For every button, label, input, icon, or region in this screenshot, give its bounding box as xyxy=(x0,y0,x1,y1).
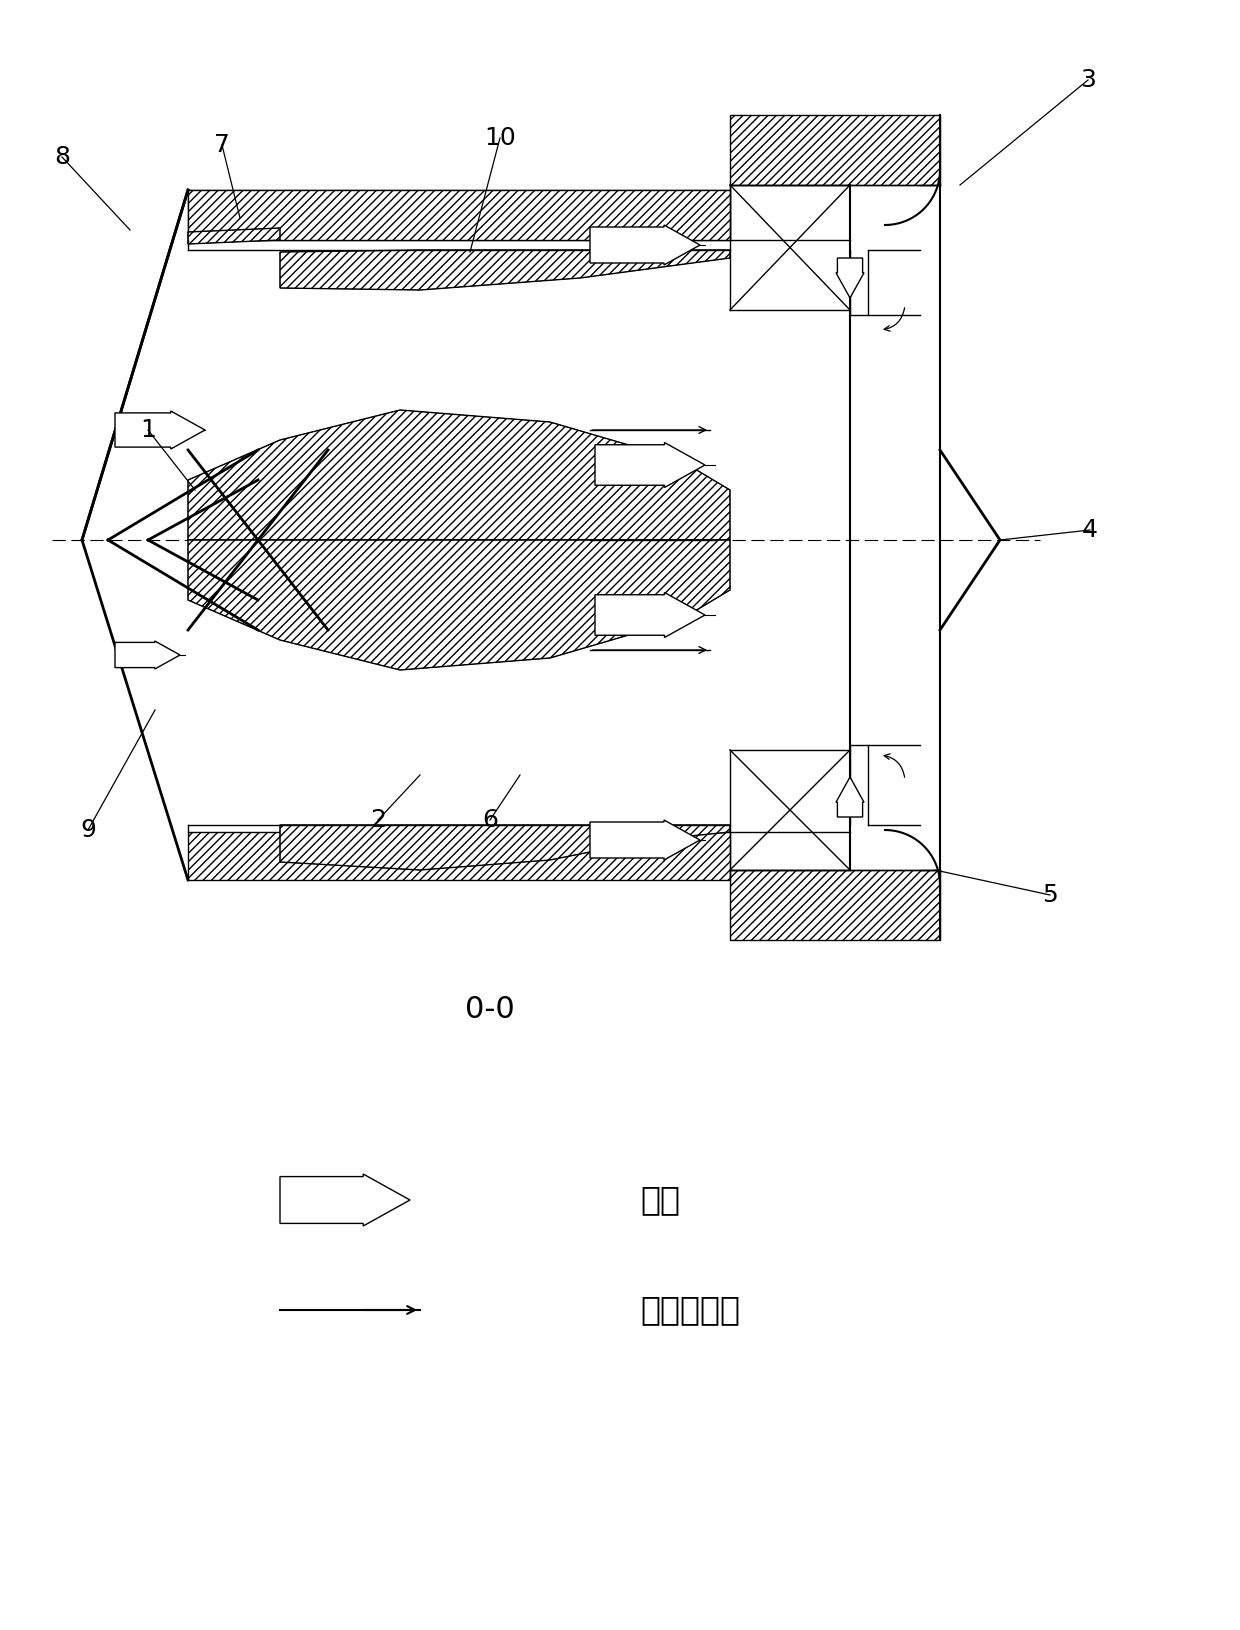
Text: 2: 2 xyxy=(370,808,386,831)
Text: 3: 3 xyxy=(1080,68,1096,91)
Polygon shape xyxy=(188,411,730,540)
Polygon shape xyxy=(590,820,701,861)
Polygon shape xyxy=(188,831,730,880)
Polygon shape xyxy=(115,641,180,668)
Polygon shape xyxy=(280,825,730,870)
Text: 7: 7 xyxy=(215,134,229,156)
Text: 6: 6 xyxy=(482,808,498,831)
Polygon shape xyxy=(730,116,940,184)
Polygon shape xyxy=(188,540,730,670)
Polygon shape xyxy=(595,592,706,637)
Polygon shape xyxy=(590,225,701,266)
Polygon shape xyxy=(188,191,730,240)
Polygon shape xyxy=(836,258,864,298)
Text: 9: 9 xyxy=(81,818,95,843)
Polygon shape xyxy=(280,1174,410,1226)
Text: 1: 1 xyxy=(140,417,156,442)
Text: 空气: 空气 xyxy=(640,1183,680,1216)
Polygon shape xyxy=(115,411,205,448)
Text: 10: 10 xyxy=(484,126,516,150)
Polygon shape xyxy=(730,870,940,941)
Text: 燃油及液滴: 燃油及液滴 xyxy=(640,1294,740,1327)
Text: 0-0: 0-0 xyxy=(465,996,515,1025)
Polygon shape xyxy=(595,442,706,487)
Text: 5: 5 xyxy=(1042,883,1058,906)
Polygon shape xyxy=(836,778,864,817)
Polygon shape xyxy=(280,249,730,290)
Polygon shape xyxy=(188,191,730,240)
Text: 4: 4 xyxy=(1083,518,1097,543)
Text: 8: 8 xyxy=(55,145,69,170)
Polygon shape xyxy=(188,228,280,244)
